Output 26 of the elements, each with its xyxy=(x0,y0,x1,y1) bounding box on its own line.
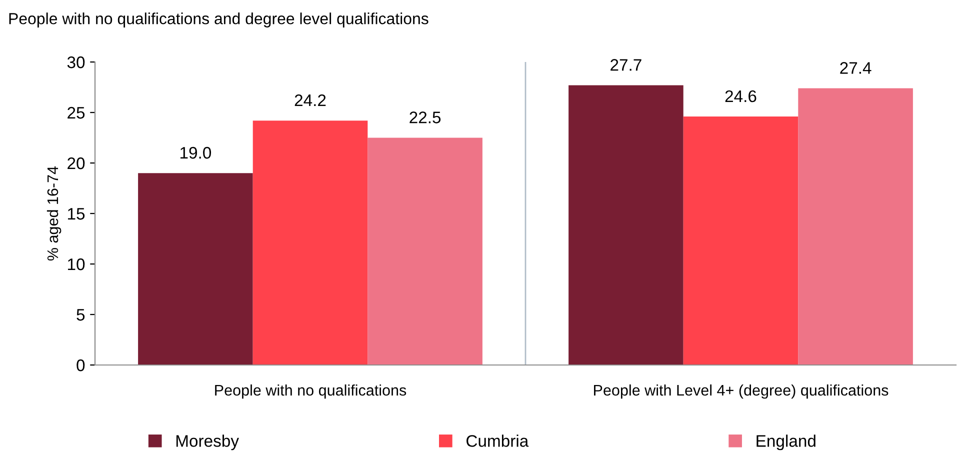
bar xyxy=(368,138,482,365)
data-label: 24.6 xyxy=(725,90,756,102)
y-tick-label: 0 xyxy=(76,359,85,372)
bar xyxy=(138,173,253,365)
y-tick-label: 15 xyxy=(68,208,85,220)
data-label: 27.7 xyxy=(610,59,642,71)
y-tick-label: 25 xyxy=(68,106,85,119)
y-axis-title: % aged 16-74 xyxy=(46,166,62,261)
y-tick-label: 20 xyxy=(68,157,85,170)
x-tick-label: People with Level 4+ (degree) qualifications xyxy=(594,384,888,399)
legend-label: Moresby xyxy=(176,434,239,450)
data-label: 22.5 xyxy=(410,112,441,124)
y-tick-label: 10 xyxy=(68,258,85,270)
bar xyxy=(568,85,684,365)
y-tick-label: 30 xyxy=(67,56,85,68)
data-label: 24.2 xyxy=(294,94,326,106)
legend-label: England xyxy=(756,434,816,450)
bar xyxy=(252,120,368,365)
y-tick-label: 5 xyxy=(76,309,85,321)
x-tick-label: People with no qualifications xyxy=(215,384,406,399)
bar xyxy=(683,116,798,365)
bar xyxy=(798,88,913,365)
legend-label: Cumbria xyxy=(466,434,529,447)
chart-title: People with no qualifications and degree level qualifications xyxy=(9,12,428,28)
data-label: 19.0 xyxy=(180,146,212,159)
data-label: 27.4 xyxy=(840,62,872,74)
